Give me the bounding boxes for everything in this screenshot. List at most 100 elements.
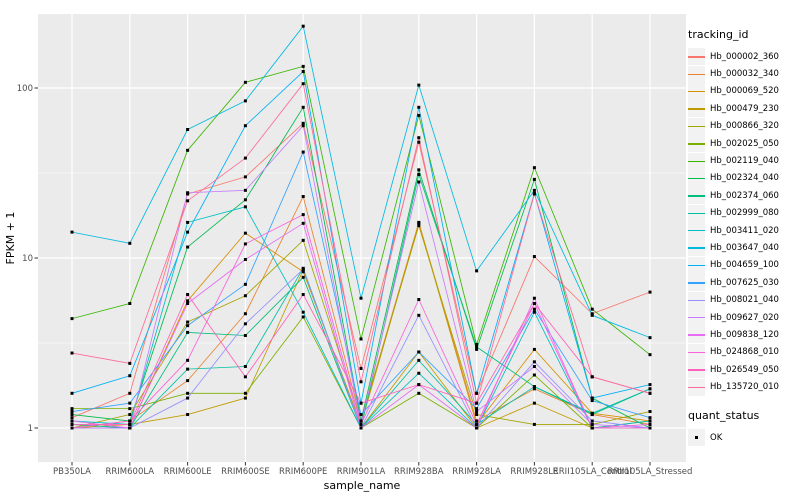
data-point-marker [243,198,247,202]
data-point-marker [417,136,421,140]
legend-label: Hb_003411_020 [710,225,779,236]
legend-line-icon [688,334,705,336]
legend-line-icon [688,125,705,128]
legend-swatch [688,82,705,100]
data-point-marker [186,324,190,328]
data-point-marker [475,269,479,273]
data-point-marker [532,166,536,170]
data-point-marker [648,290,652,294]
data-point-marker [475,345,479,349]
data-point-marker [648,426,652,430]
x-tick-label: RRIM600LE [164,467,212,477]
data-point-marker [301,24,305,28]
data-point-marker [648,353,652,357]
data-point-marker [417,113,421,117]
legend-label: Hb_024868_010 [710,347,779,358]
data-point-marker [359,366,363,370]
data-point-marker [70,416,74,420]
data-point-marker [243,294,247,298]
legend-label: Hb_000002_360 [710,51,779,62]
legend-entry: Hb_024868_010 [688,343,798,361]
data-point-marker [301,70,305,74]
data-point-marker [301,275,305,279]
legend-line-icon [688,160,705,162]
data-point-marker [648,391,652,395]
data-point-marker [128,401,132,405]
data-point-marker [70,351,74,355]
data-point-marker [70,413,74,417]
data-point-marker [532,365,536,369]
legend-label: Hb_008021_040 [710,295,779,306]
legend-panel: tracking_id Hb_000002_360 Hb_000032_340 Hb… [688,28,798,446]
data-point-marker [417,358,421,362]
data-point-marker [417,180,421,184]
data-point-marker [186,301,190,305]
x-tick-label: RRIM928LE [510,467,558,477]
data-point-marker [128,301,132,305]
legend-entry: Hb_000032_340 [688,65,798,83]
data-point-marker [301,121,305,125]
data-point-marker [301,195,305,199]
legend-label: Hb_000866_320 [710,121,779,132]
x-tick-label: RRII105LA_Stressed [608,467,693,477]
data-point-marker [186,220,190,224]
legend-swatch [688,100,705,118]
data-point-marker [532,301,536,305]
data-point-marker [359,426,363,430]
data-point-marker [301,105,305,109]
data-point-marker [243,156,247,160]
data-point-marker [475,401,479,405]
data-point-marker [243,242,247,246]
legend-entry: Hb_002324_040 [688,169,798,187]
data-point-marker [128,422,132,426]
data-point-marker [301,315,305,319]
legend-entry: Hb_000002_360 [688,48,798,66]
legend-line-icon [688,317,705,319]
legend-entry: Hb_026549_050 [688,361,798,379]
data-point-marker [417,172,421,176]
data-point-marker [186,230,190,234]
x-tick-label: RRIM928BA [394,467,444,477]
data-point-marker [359,422,363,426]
data-point-marker [532,296,536,300]
legend-entry: Hb_009627_020 [688,309,798,327]
data-point-marker [186,391,190,395]
data-point-marker [243,396,247,400]
legend-line-icon [688,351,705,354]
legend-label: Hb_135720_010 [710,382,779,393]
data-point-marker [417,221,421,225]
data-point-marker [128,361,132,365]
legend-label: Hb_000032_340 [710,69,779,80]
legend-entry: Hb_008021_040 [688,291,798,309]
data-point-marker [532,307,536,311]
legend-swatch [688,291,705,309]
data-point-marker [590,375,594,379]
data-point-marker [359,401,363,405]
data-point-marker [186,199,190,203]
data-point-marker [532,387,536,391]
legend-label: Hb_009838_120 [710,329,779,340]
data-point-marker [359,413,363,417]
data-point-marker [128,426,132,430]
data-point-marker [532,188,536,192]
data-point-marker [475,342,479,346]
data-point-marker [243,99,247,103]
data-point-marker [532,373,536,377]
data-point-marker [359,337,363,341]
data-point-marker [186,148,190,152]
legend-entry: Hb_002119_040 [688,152,798,170]
data-point-marker [532,385,536,389]
data-point-marker [243,205,247,209]
data-point-marker [128,391,132,395]
data-point-marker [475,419,479,423]
legend-entry: Hb_009838_120 [688,326,798,344]
data-point-marker [590,307,594,311]
data-point-marker [186,128,190,132]
legend-swatch [688,65,705,83]
legend-entry: Hb_000866_320 [688,117,798,135]
data-point-marker [186,191,190,195]
data-point-marker [243,257,247,261]
data-point-marker [359,380,363,384]
x-tick-label: RRIM928LA [452,467,501,477]
